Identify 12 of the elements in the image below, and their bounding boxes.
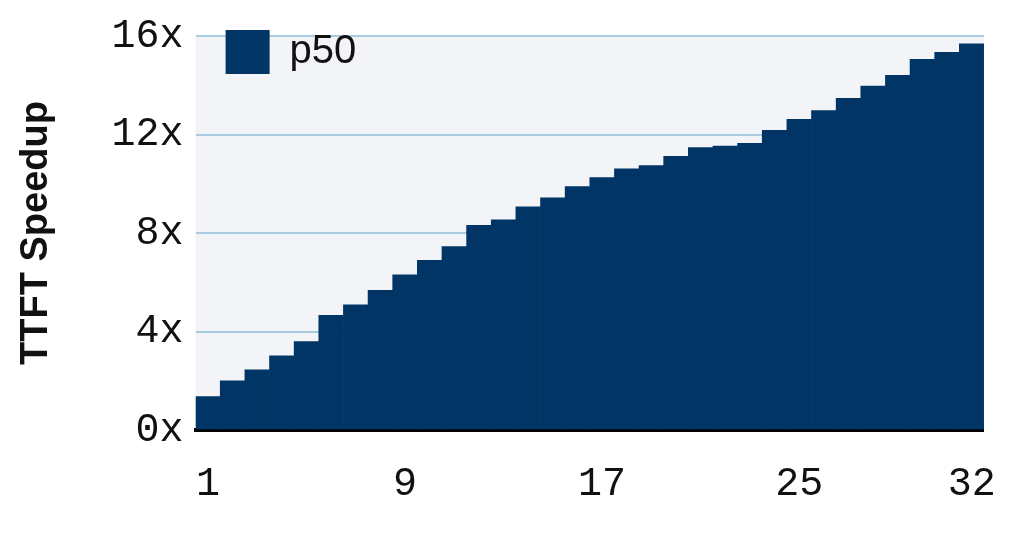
y-tick-label: 0x bbox=[135, 407, 184, 453]
y-tick-label: 4x bbox=[135, 309, 184, 355]
y-tick-label: 16x bbox=[111, 13, 184, 59]
x-tick-label: 32 bbox=[947, 461, 996, 507]
x-tick-label: 17 bbox=[578, 461, 627, 507]
x-tick-label: 1 bbox=[195, 461, 220, 507]
x-tick-label: 25 bbox=[775, 461, 824, 507]
legend-label: p50 bbox=[289, 27, 357, 72]
y-tick-label: 8x bbox=[135, 210, 184, 256]
x-tick-label: 9 bbox=[393, 461, 418, 507]
y-axis-title: TTFT Speedup bbox=[13, 101, 56, 365]
y-tick-label: 12x bbox=[111, 112, 184, 158]
